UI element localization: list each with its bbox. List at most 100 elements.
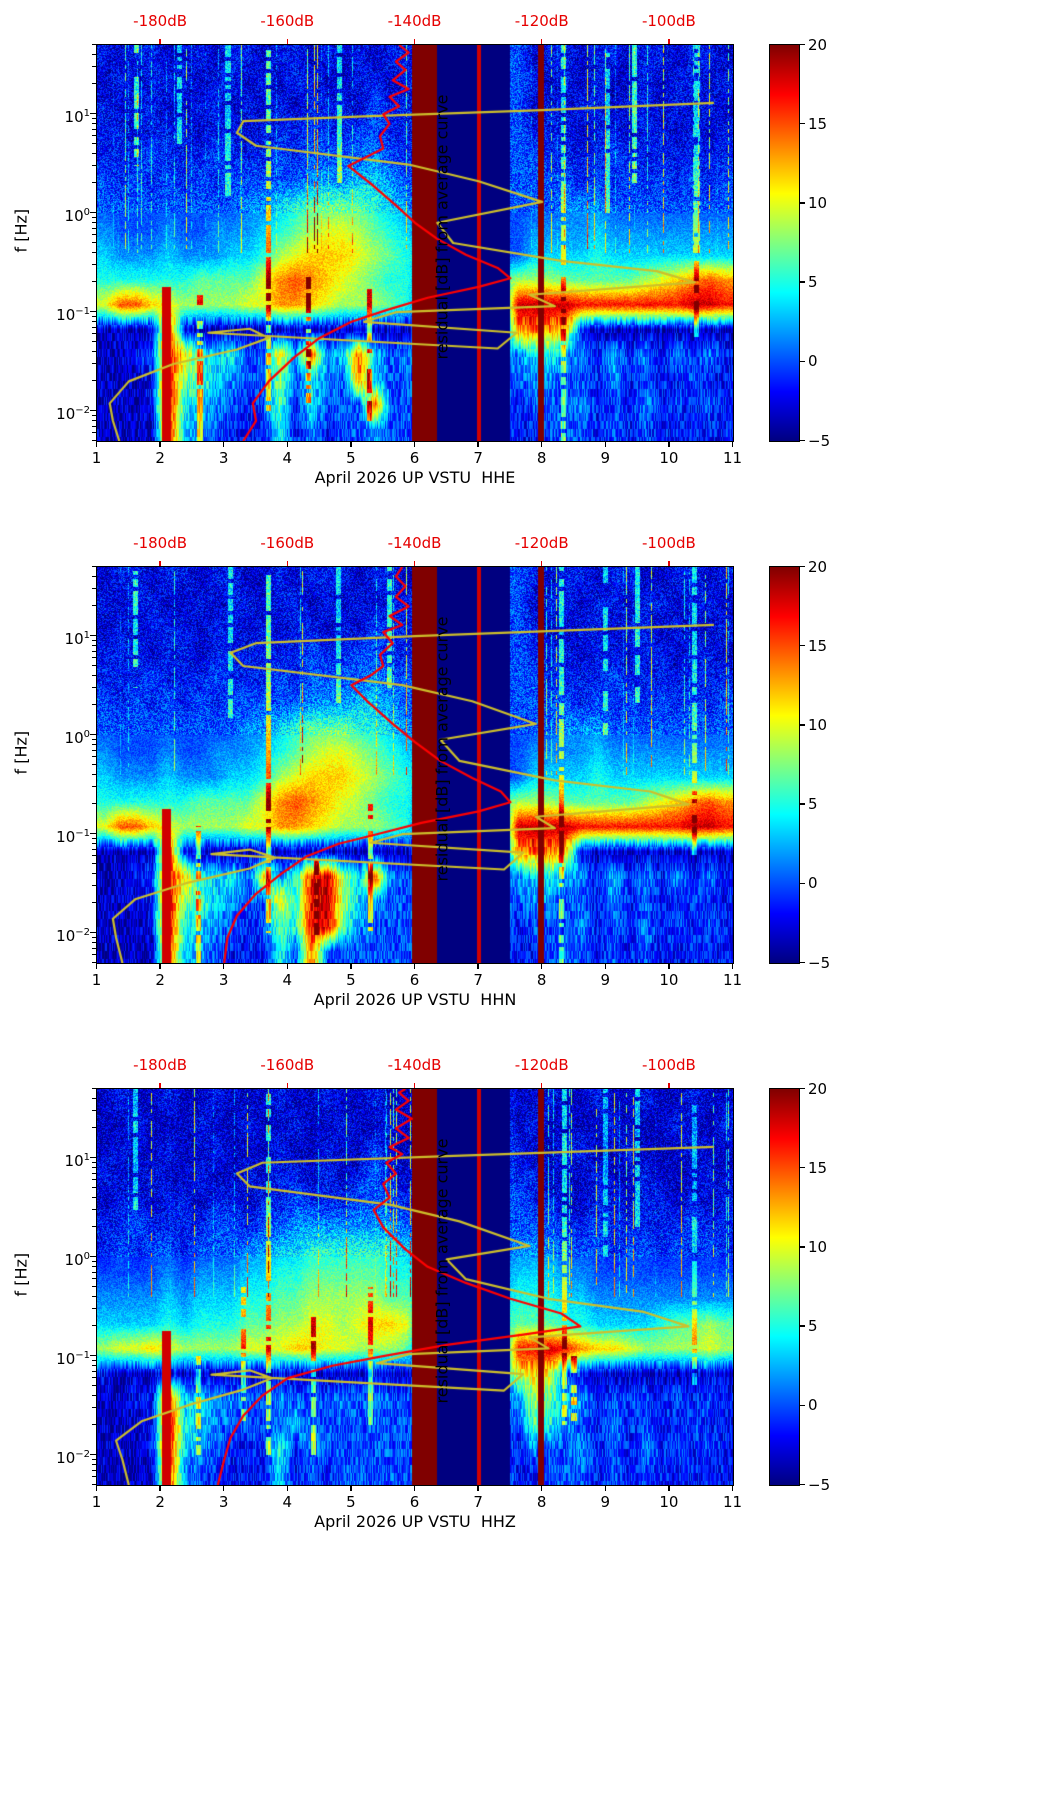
y-tick-label: 10−1 bbox=[56, 1349, 90, 1368]
spectrogram-canvas-hhz[interactable] bbox=[97, 1089, 733, 1485]
colorbar-tick-label: 15 bbox=[808, 1158, 828, 1177]
top-axis-tick-label: -140dB bbox=[387, 1056, 442, 1074]
top-tick-mark bbox=[159, 1083, 161, 1088]
x-tick-label: 11 bbox=[722, 449, 743, 467]
y-minor-tick-mark bbox=[92, 362, 96, 364]
x-tick-label: 6 bbox=[409, 1493, 420, 1511]
y-minor-tick-mark bbox=[92, 738, 96, 740]
y-minor-tick-mark bbox=[92, 1187, 96, 1188]
x-tick-mark bbox=[477, 1485, 479, 1491]
y-minor-tick-mark bbox=[92, 1127, 96, 1129]
y-minor-tick-mark bbox=[92, 1364, 96, 1366]
x-tick-label: 5 bbox=[346, 1493, 356, 1511]
x-tick-mark bbox=[286, 441, 289, 447]
top-axis-tick-label: -160dB bbox=[260, 1056, 315, 1074]
plot-area bbox=[96, 566, 734, 964]
x-tick-label: 5 bbox=[346, 449, 356, 467]
x-tick-mark bbox=[668, 441, 670, 447]
y-minor-tick-mark bbox=[92, 644, 96, 646]
y-minor-tick-mark bbox=[92, 83, 96, 85]
top-tick-mark bbox=[668, 39, 670, 44]
spectrogram-panel-hhe: f [Hz] 1 2 3 4 5 6 7 8 9 10 11 10−2 10−1 100 101 -180… bbox=[0, 0, 1052, 522]
y-minor-tick-mark bbox=[92, 743, 96, 745]
x-tick-mark bbox=[731, 1485, 734, 1491]
top-axis-tick-label: -100dB bbox=[641, 534, 696, 552]
colorbar bbox=[769, 44, 800, 442]
spectrogram-panel-hhz: f [Hz] 1 2 3 4 5 6 7 8 9 10 11 10−2 10−1 100 101 -180… bbox=[0, 1044, 1052, 1566]
spectrogram-canvas-hhn[interactable] bbox=[97, 567, 733, 963]
y-axis-label: f [Hz] bbox=[11, 730, 31, 775]
y-minor-tick-mark bbox=[92, 1424, 96, 1426]
colorbar bbox=[769, 566, 800, 964]
x-tick-mark bbox=[668, 963, 670, 969]
y-minor-tick-mark bbox=[92, 566, 96, 567]
x-tick-label: 7 bbox=[473, 449, 483, 467]
colorbar-tick-mark bbox=[800, 122, 805, 125]
y-minor-tick-mark bbox=[92, 320, 96, 322]
y-minor-tick-mark bbox=[92, 803, 96, 805]
y-minor-tick-mark bbox=[92, 122, 96, 124]
x-tick-mark bbox=[95, 1485, 98, 1491]
y-tick-label: 101 bbox=[64, 107, 90, 126]
y-minor-tick-mark bbox=[92, 333, 96, 335]
x-tick-mark bbox=[540, 441, 543, 447]
colorbar-tick-label: 0 bbox=[808, 352, 818, 371]
y-minor-tick-mark bbox=[92, 432, 96, 434]
x-tick-mark bbox=[413, 963, 416, 969]
colorbar-tick-mark bbox=[800, 961, 805, 964]
y-minor-tick-mark bbox=[92, 1088, 96, 1089]
colorbar-tick-mark bbox=[800, 1087, 805, 1090]
colorbar-tick-mark bbox=[800, 1404, 805, 1407]
top-axis-tick-label: -180dB bbox=[133, 1056, 188, 1074]
x-tick-label: 10 bbox=[659, 1493, 679, 1511]
spectrogram-canvas-hhe[interactable] bbox=[97, 45, 733, 441]
y-minor-tick-mark bbox=[92, 1179, 96, 1181]
y-minor-tick-mark bbox=[92, 1278, 96, 1280]
y-axis-label: f [Hz] bbox=[11, 1252, 31, 1297]
y-minor-tick-mark bbox=[92, 1377, 96, 1379]
x-tick-label: 8 bbox=[536, 449, 547, 467]
y-minor-tick-mark bbox=[92, 135, 96, 137]
x-tick-label: 9 bbox=[600, 971, 611, 989]
y-tick-label: 100 bbox=[64, 728, 90, 747]
x-tick-mark bbox=[731, 441, 734, 447]
y-minor-tick-mark bbox=[92, 837, 96, 839]
top-axis-tick-label: -180dB bbox=[133, 12, 188, 30]
x-tick-label: 2 bbox=[155, 449, 165, 467]
x-tick-label: 7 bbox=[473, 971, 483, 989]
x-tick-mark bbox=[540, 963, 543, 969]
y-minor-tick-mark bbox=[92, 143, 96, 144]
y-minor-tick-mark bbox=[92, 1196, 96, 1198]
x-tick-mark bbox=[222, 441, 225, 447]
x-tick-label: 3 bbox=[218, 1493, 229, 1511]
x-tick-mark bbox=[159, 1485, 161, 1491]
y-minor-tick-mark bbox=[92, 587, 96, 589]
colorbar-label: residual [dB] from average curve bbox=[432, 94, 452, 360]
y-minor-tick-mark bbox=[92, 1359, 96, 1361]
y-tick-mark bbox=[90, 1255, 96, 1258]
y-minor-tick-mark bbox=[92, 639, 96, 641]
plot-area bbox=[96, 1088, 734, 1486]
x-tick-label: 1 bbox=[91, 1493, 102, 1511]
y-minor-tick-mark bbox=[92, 1286, 96, 1287]
x-tick-mark bbox=[350, 441, 352, 447]
x-tick-mark bbox=[222, 963, 225, 969]
x-tick-label: 4 bbox=[282, 1493, 293, 1511]
y-tick-mark bbox=[90, 1156, 96, 1159]
y-minor-tick-mark bbox=[92, 848, 96, 850]
colorbar-tick-mark bbox=[800, 43, 805, 46]
y-minor-tick-mark bbox=[92, 1370, 96, 1372]
y-minor-tick-mark bbox=[92, 1226, 96, 1228]
y-minor-tick-mark bbox=[92, 182, 96, 184]
y-minor-tick-mark bbox=[92, 902, 96, 904]
y-minor-tick-mark bbox=[92, 1161, 96, 1163]
x-tick-mark bbox=[604, 441, 607, 447]
colorbar-tick-label: 20 bbox=[808, 557, 828, 576]
x-axis-title: April 2026 UP VSTU HHN bbox=[313, 990, 517, 1009]
y-minor-tick-mark bbox=[92, 1172, 96, 1174]
top-tick-mark bbox=[286, 39, 289, 44]
x-tick-mark bbox=[159, 441, 161, 447]
x-tick-mark bbox=[477, 441, 479, 447]
top-axis-tick-label: -160dB bbox=[260, 12, 315, 30]
y-minor-tick-mark bbox=[92, 440, 96, 441]
